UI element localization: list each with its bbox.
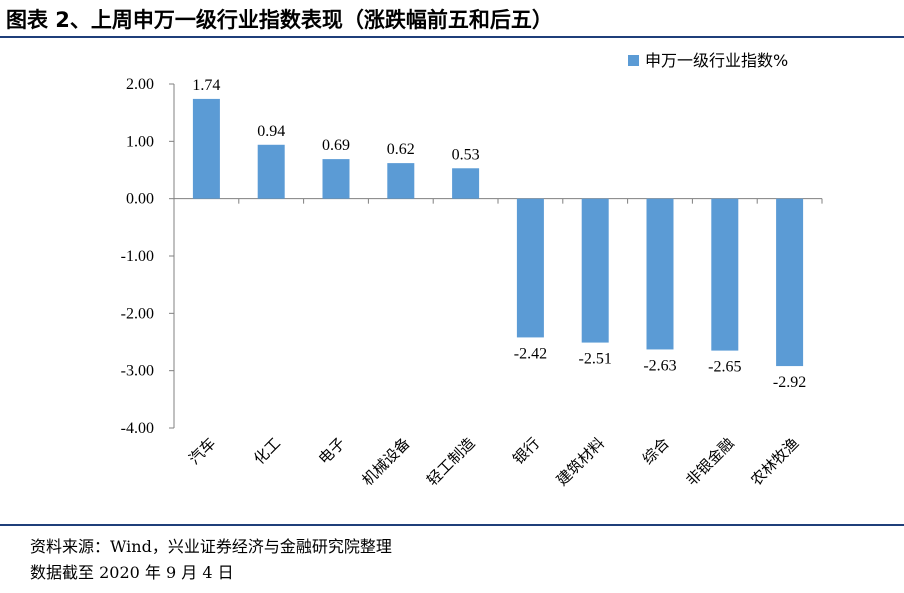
chart-title: 图表 2、上周申万一级行业指数表现（涨跌幅前五和后五） [6,8,553,32]
data-label: -2.51 [579,351,612,368]
data-label: -2.92 [773,374,806,391]
data-labels: 1.74 0.94 0.69 0.62 0.53 -2.42 -2.51 -2.63 -2.65… [192,77,806,391]
source-note: 资料来源：Wind，兴业证券经济与金融研究院整理 [30,537,392,556]
category-label: 化工 [250,434,284,468]
category-label: 电子 [315,434,349,468]
category-label: 建筑材料 [553,434,608,489]
bar-2 [257,144,285,199]
footer-divider [0,524,904,526]
bar-3 [322,159,350,199]
legend-swatch [628,55,639,66]
data-label: -2.42 [514,345,547,362]
title-divider [0,36,904,38]
legend: 申万一级行业指数% [628,51,788,70]
category-label: 农林牧渔 [747,434,802,489]
y-tick-label: -1.00 [121,248,154,265]
axes: 2.00 1.00 0.00 -1.00 -2.00 -3.00 -4.00 [121,76,823,437]
data-label: -2.65 [708,359,741,376]
y-tick-label: -2.00 [121,305,154,322]
y-tick-label: -4.00 [121,420,154,437]
legend-label: 申万一级行业指数% [645,51,788,70]
data-label: 1.74 [192,77,220,94]
bar-8 [646,198,674,350]
bar-7 [581,198,609,343]
category-label: 汽车 [185,434,219,468]
category-labels: 汽车 化工 电子 机械设备 轻工制造 银行 建筑材料 综合 非银金融 农林牧渔 [185,434,802,489]
category-label: 轻工制造 [423,434,478,489]
bar-5 [452,168,480,199]
data-label: 0.53 [452,146,480,163]
category-label: 综合 [639,434,673,468]
y-tick-label: 0.00 [126,191,154,208]
bar-10 [776,198,804,367]
data-label: -2.63 [643,357,676,374]
y-tick-label: 2.00 [126,76,154,93]
bar-9 [711,198,739,351]
data-label: 0.62 [387,141,415,158]
y-tick-label: 1.00 [126,133,154,150]
category-label: 银行 [509,434,543,468]
category-label: 机械设备 [358,434,413,489]
y-tick-label: -3.00 [121,363,154,380]
bar-1 [192,98,220,199]
bars [192,98,804,367]
date-note: 数据截至 2020 年 9 月 4 日 [30,563,234,582]
bar-4 [387,163,415,199]
data-label: 0.69 [322,137,350,154]
bar-6 [516,198,544,338]
data-label: 0.94 [257,123,285,140]
category-label: 非银金融 [682,434,737,489]
bar-chart: 2.00 1.00 0.00 -1.00 -2.00 -3.00 -4.00 1.74 0.9… [121,51,823,489]
